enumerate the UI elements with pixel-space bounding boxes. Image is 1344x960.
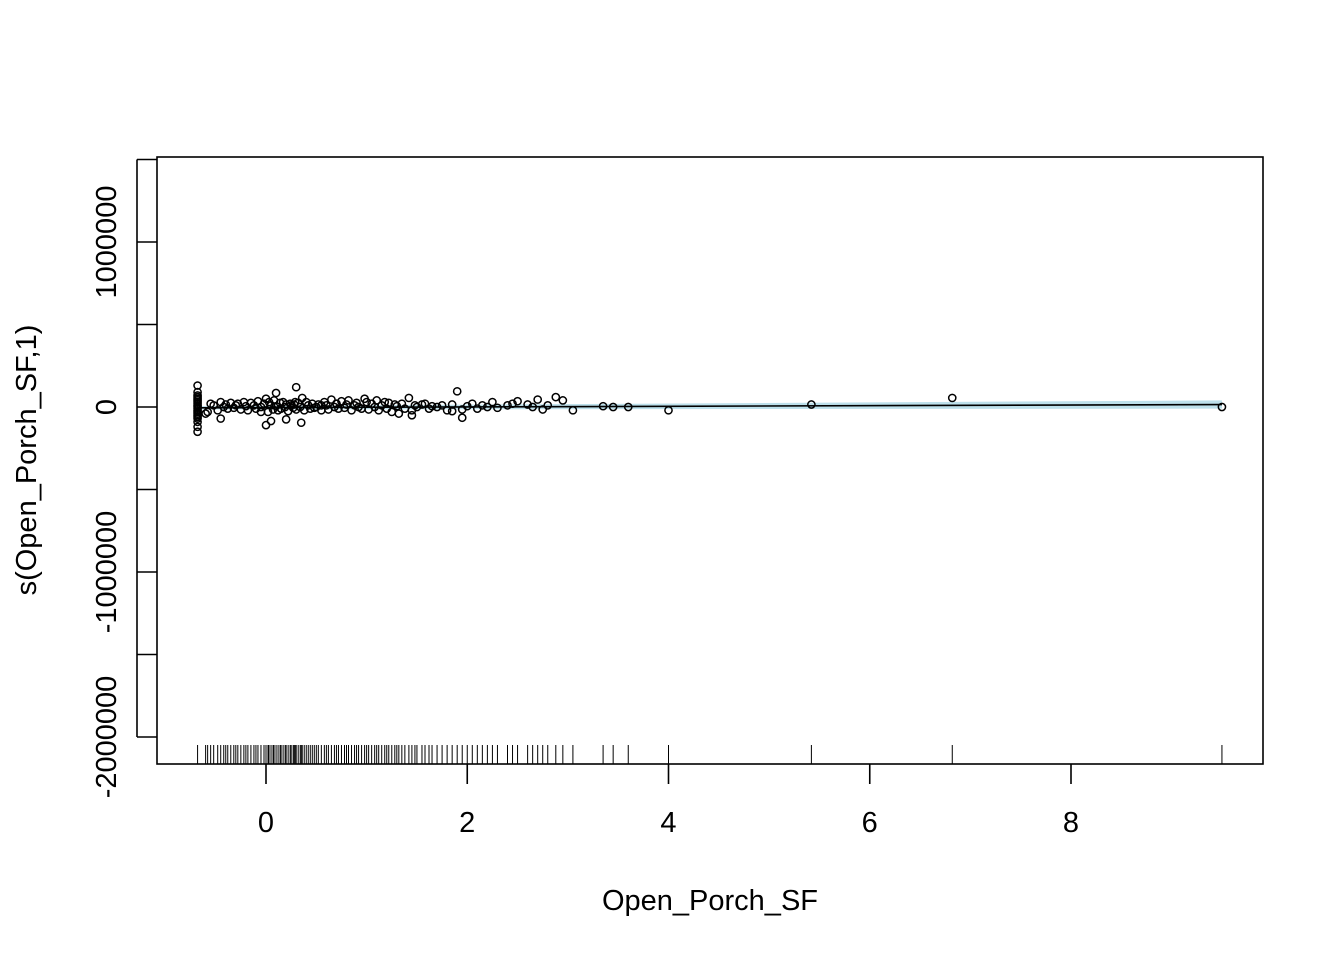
data-point [350,401,359,410]
y-tick-label: -2000000 [91,676,123,799]
x-axis-label: Open_Porch_SF [602,885,818,917]
data-point [543,401,553,410]
x-tick-label: 2 [459,807,475,839]
data-point [334,404,343,413]
y-tick-label: -1000000 [91,511,123,634]
data-point [467,399,477,409]
data-point [193,417,202,427]
data-point [352,398,361,408]
smooth-line-path [197,403,1222,409]
data-point [193,412,202,422]
plot-frame [156,156,1264,765]
data-point [193,427,202,437]
data-point [332,399,341,409]
y-tick-label: 0 [91,399,123,415]
data-point [452,386,462,396]
data-point [219,402,229,412]
data-point [493,403,502,413]
data-point [538,405,548,414]
x-tick-label: 4 [660,807,676,839]
data-point [327,395,336,404]
data-point [437,401,447,410]
data-point [1217,402,1227,412]
data-point [947,393,957,403]
rug-marks [197,745,1223,764]
data-point [503,401,512,410]
data-point [281,415,291,424]
data-point [342,400,351,409]
data-point [442,405,452,415]
data-point [243,405,253,415]
data-point [394,409,404,418]
data-point [528,402,538,412]
data-point [231,401,241,410]
data-point [664,405,673,415]
partial-residual-points [193,381,1227,437]
data-point [477,401,487,410]
data-point [457,413,467,423]
data-point [193,422,202,432]
data-point [372,396,382,405]
data-point [193,396,202,405]
data-point [483,402,492,412]
data-point [305,404,315,413]
data-point [407,410,417,420]
data-point [316,401,326,410]
data-point [203,407,212,417]
y-tick-label: 1000000 [91,186,123,299]
data-point [533,395,543,404]
data-point [322,401,331,410]
data-point [404,393,414,403]
data-point [412,402,422,412]
data-point [513,396,522,406]
data-point [568,405,578,415]
data-point [216,414,226,423]
data-point [344,396,353,405]
data-point [271,388,281,398]
y-axis: -2000000 -1000000 0 1000000 [91,158,157,799]
data-point [462,401,472,411]
x-tick-label: 6 [862,807,878,839]
x-tick-label: 8 [1063,807,1079,839]
data-point [266,416,276,426]
data-point [289,400,299,409]
data-point [193,392,202,402]
x-tick-label: 0 [258,807,274,839]
data-point [261,420,271,430]
data-point [296,418,306,428]
data-point [201,409,210,418]
y-axis-label: s(Open_Porch_SF,1) [11,325,43,596]
x-axis: 0 2 4 6 8 [258,764,1079,839]
data-point [488,397,497,407]
data-point [447,406,457,416]
data-point [623,402,633,412]
data-point [551,392,561,402]
data-point [256,407,266,417]
data-point [558,396,568,405]
data-point [221,400,231,409]
data-point [291,382,301,392]
data-point [807,400,816,409]
data-point [598,401,608,411]
data-point [608,402,618,412]
data-point [427,401,437,411]
data-point [523,400,532,409]
smooth-line [197,403,1222,409]
data-point [432,402,442,412]
data-point [384,398,394,408]
data-point [193,409,202,418]
data-point [508,399,517,409]
